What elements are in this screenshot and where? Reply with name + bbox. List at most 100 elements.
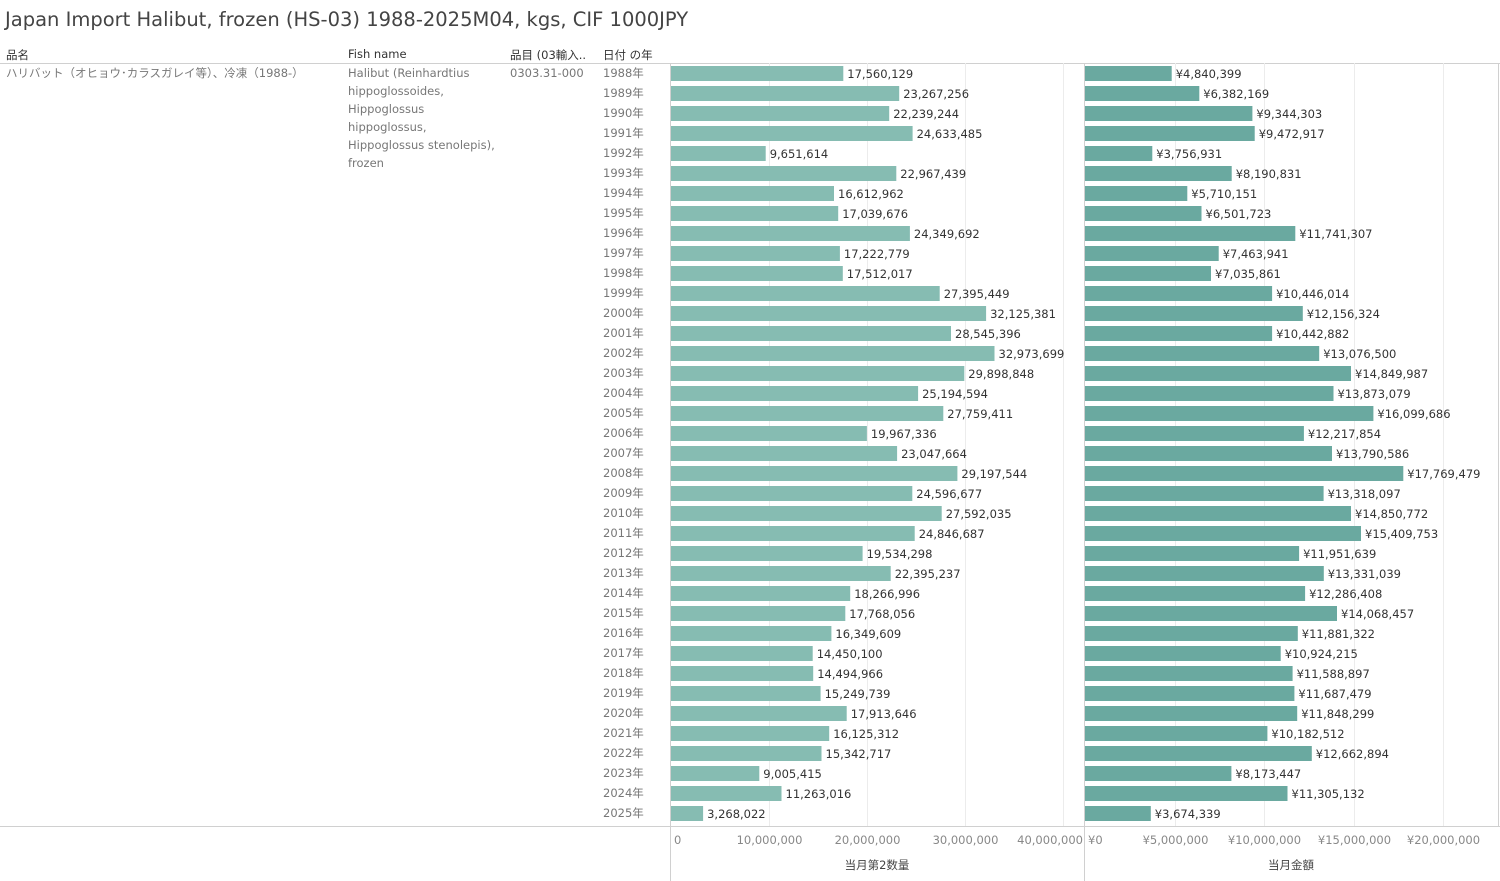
bar[interactable] [1085, 706, 1298, 721]
bar[interactable] [671, 806, 704, 821]
bar[interactable] [1085, 686, 1295, 701]
bar[interactable] [1085, 386, 1334, 401]
bar[interactable] [1085, 266, 1211, 281]
data-label: 28,545,396 [955, 327, 1021, 341]
bar[interactable] [1085, 126, 1255, 141]
data-label: 16,612,962 [838, 187, 904, 201]
bar[interactable] [671, 766, 760, 781]
bar[interactable] [1085, 346, 1320, 361]
bar[interactable] [671, 426, 867, 441]
bar[interactable] [671, 406, 944, 421]
data-label: 14,494,966 [817, 667, 883, 681]
bar[interactable] [671, 786, 782, 801]
bar[interactable] [1085, 766, 1232, 781]
bar[interactable] [671, 706, 847, 721]
bar[interactable] [671, 266, 843, 281]
year-label: 2010年 [603, 506, 644, 520]
bar[interactable] [1085, 106, 1253, 121]
bar[interactable] [1085, 566, 1324, 581]
bar[interactable] [671, 486, 913, 501]
bar[interactable] [671, 666, 814, 681]
bar[interactable] [671, 186, 834, 201]
bar[interactable] [671, 346, 995, 361]
bar[interactable] [671, 686, 821, 701]
bar[interactable] [1085, 206, 1202, 221]
data-label: 17,222,779 [844, 247, 910, 261]
data-label: 27,759,411 [947, 407, 1013, 421]
data-label: ¥14,849,987 [1355, 367, 1428, 381]
bar[interactable] [1085, 546, 1300, 561]
data-label: ¥14,068,457 [1341, 607, 1414, 621]
bar[interactable] [1085, 86, 1200, 101]
data-label: ¥4,840,399 [1176, 67, 1242, 81]
bar[interactable] [1085, 466, 1404, 481]
bar[interactable] [1085, 226, 1296, 241]
header-fish-name[interactable]: Fish name [348, 47, 407, 61]
year-label: 1989年 [603, 86, 644, 100]
bar[interactable] [1085, 606, 1337, 621]
bar[interactable] [671, 206, 839, 221]
bar[interactable] [671, 626, 832, 641]
bar[interactable] [671, 546, 863, 561]
bar[interactable] [671, 146, 766, 161]
bar[interactable] [1085, 66, 1172, 81]
data-label: ¥6,382,169 [1203, 87, 1269, 101]
bar[interactable] [1085, 246, 1219, 261]
bar[interactable] [1085, 186, 1188, 201]
bar[interactable] [1085, 446, 1332, 461]
bar[interactable] [671, 86, 900, 101]
bar[interactable] [1085, 286, 1273, 301]
bar[interactable] [671, 246, 840, 261]
data-label: ¥16,099,686 [1377, 407, 1450, 421]
bar[interactable] [1085, 786, 1288, 801]
header-item-code[interactable]: 品目 (03輸入.. [510, 48, 587, 62]
header-name-jp[interactable]: 品名 [6, 48, 29, 62]
data-label: 22,967,439 [900, 167, 966, 181]
data-label: 27,592,035 [946, 507, 1012, 521]
bar[interactable] [671, 466, 958, 481]
bar[interactable] [1085, 626, 1298, 641]
bar[interactable] [671, 386, 919, 401]
header-year[interactable]: 日付 の年 [603, 48, 653, 62]
bar[interactable] [1085, 506, 1351, 521]
bar[interactable] [1085, 666, 1293, 681]
bar[interactable] [671, 606, 846, 621]
bar[interactable] [1085, 726, 1268, 741]
bar[interactable] [1085, 526, 1361, 541]
bar[interactable] [671, 566, 891, 581]
bar[interactable] [1085, 146, 1153, 161]
year-label: 1991年 [603, 126, 644, 140]
bar[interactable] [1085, 806, 1151, 821]
bar[interactable] [671, 526, 915, 541]
bar[interactable] [1085, 746, 1312, 761]
axis-title: 当月金額 [1268, 858, 1314, 872]
bar[interactable] [1085, 166, 1232, 181]
bar[interactable] [1085, 586, 1306, 601]
bar[interactable] [1085, 486, 1324, 501]
bar[interactable] [671, 66, 844, 81]
bar[interactable] [671, 126, 913, 141]
bar[interactable] [1085, 406, 1374, 421]
bar[interactable] [671, 586, 851, 601]
bar[interactable] [671, 226, 910, 241]
bar[interactable] [671, 106, 890, 121]
bar[interactable] [1085, 306, 1303, 321]
bar[interactable] [671, 726, 830, 741]
data-label: ¥10,182,512 [1271, 727, 1344, 741]
bar[interactable] [1085, 426, 1304, 441]
bar[interactable] [671, 646, 813, 661]
year-label: 2024年 [603, 786, 644, 800]
bar[interactable] [1085, 366, 1351, 381]
bar[interactable] [671, 286, 940, 301]
bar[interactable] [1085, 326, 1273, 341]
bar[interactable] [671, 506, 942, 521]
bar[interactable] [671, 366, 965, 381]
data-label: 11,263,016 [786, 787, 852, 801]
bar[interactable] [671, 446, 898, 461]
bar[interactable] [671, 306, 987, 321]
bar[interactable] [671, 166, 897, 181]
data-label: 32,973,699 [999, 347, 1065, 361]
bar[interactable] [671, 326, 951, 341]
bar[interactable] [671, 746, 822, 761]
bar[interactable] [1085, 646, 1281, 661]
